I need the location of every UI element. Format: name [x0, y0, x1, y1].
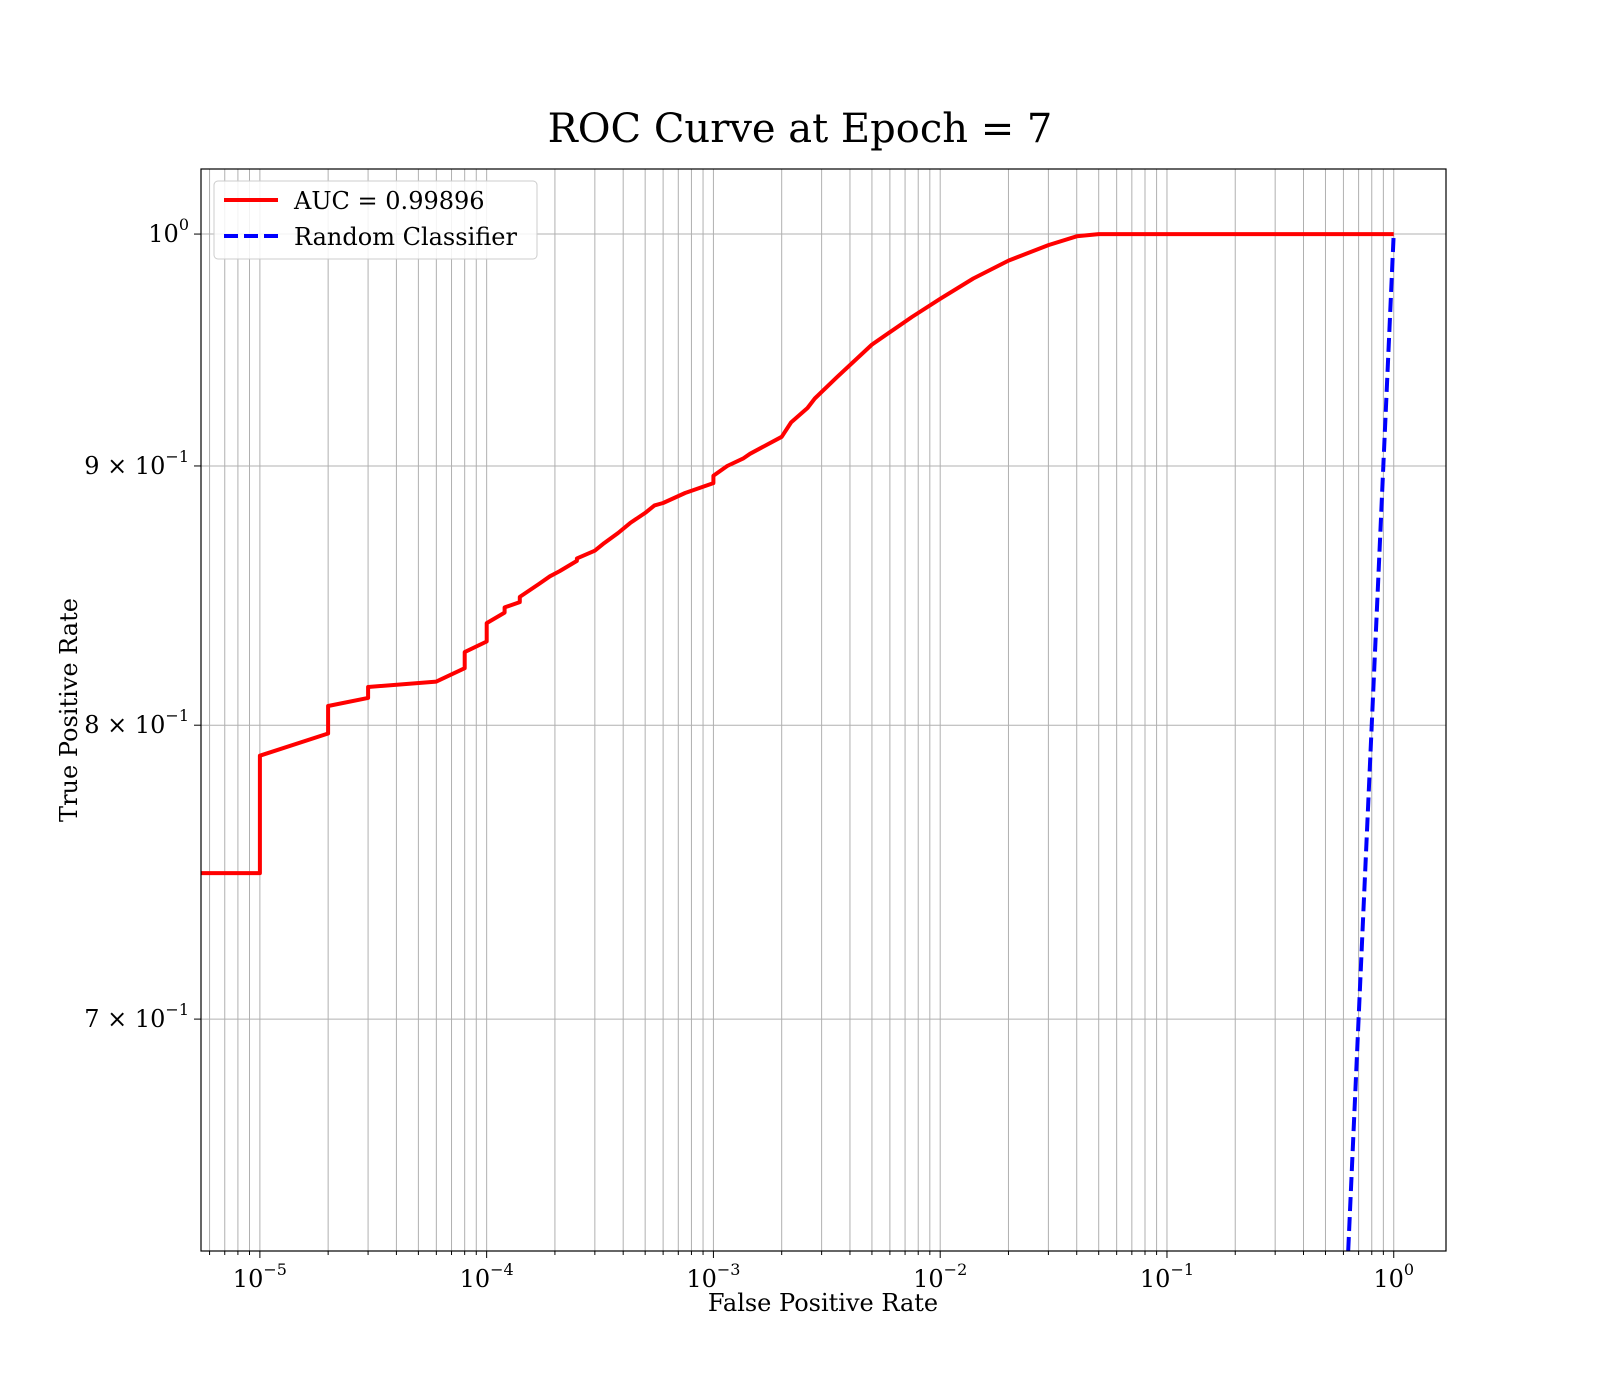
grid-lines: [201, 169, 1446, 1251]
plot-frame: [200, 168, 1447, 1252]
x-tick-exponent: −2: [944, 1260, 968, 1279]
y-tick-label: 8 × 10−1: [84, 706, 189, 739]
x-tick-exponent: −5: [263, 1260, 287, 1279]
x-tick-base: 10: [1140, 1265, 1171, 1293]
x-tick-base: 10: [913, 1265, 944, 1293]
random-classifier-line: [1346, 234, 1396, 1251]
y-tick-mantissa: 9 ×: [84, 452, 135, 480]
y-tick-exponent: −1: [165, 706, 189, 725]
y-tick-base: 10: [135, 452, 166, 480]
x-tick-label: 10−3: [686, 1260, 740, 1293]
x-tick-base: 10: [686, 1265, 717, 1293]
x-tick-label: 10−2: [913, 1260, 967, 1293]
y-tick-base: 10: [135, 711, 166, 739]
y-tick-exponent: −1: [165, 1000, 189, 1019]
x-tick-label: 10−1: [1140, 1260, 1194, 1293]
y-tick-mantissa: 7 ×: [84, 1005, 135, 1033]
x-tick-label: 100: [1373, 1260, 1414, 1293]
y-tick-label: 9 × 10−1: [84, 447, 189, 480]
y-tick-label: 100: [148, 215, 189, 248]
x-axis-ticks: 10−5 10−4 10−3 10−2 10−1 100: [209, 1251, 1414, 1293]
series-layer: [201, 232, 1396, 1251]
y-tick-exponent: 0: [179, 215, 189, 234]
y-tick-base: 10: [135, 1005, 166, 1033]
x-tick-exponent: −1: [1170, 1260, 1194, 1279]
x-tick-base: 10: [460, 1265, 491, 1293]
x-tick-base: 10: [233, 1265, 264, 1293]
chart-title: ROC Curve at Epoch = 7: [548, 106, 1053, 152]
x-tick-exponent: −4: [490, 1260, 514, 1279]
legend-label-random: Random Classifier: [294, 223, 517, 251]
x-tick-exponent: −3: [717, 1260, 741, 1279]
y-tick-base: 10: [148, 220, 179, 248]
legend-box: [213, 180, 538, 260]
y-tick-exponent: −1: [165, 447, 189, 466]
y-tick-mantissa: 8 ×: [84, 711, 135, 739]
roc-curve-line: [201, 232, 1394, 876]
y-tick-label: 7 × 10−1: [84, 1000, 189, 1033]
legend: AUC = 0.99896 Random Classifier: [213, 180, 538, 260]
legend-label-auc: AUC = 0.99896: [293, 187, 485, 215]
x-axis-label: False Positive Rate: [708, 1289, 938, 1317]
x-tick-label: 10−5: [233, 1260, 287, 1293]
y-axis-label: True Positive Rate: [55, 598, 83, 822]
x-tick-exponent: 0: [1404, 1260, 1414, 1279]
x-tick-base: 10: [1373, 1265, 1404, 1293]
x-tick-label: 10−4: [460, 1260, 514, 1293]
